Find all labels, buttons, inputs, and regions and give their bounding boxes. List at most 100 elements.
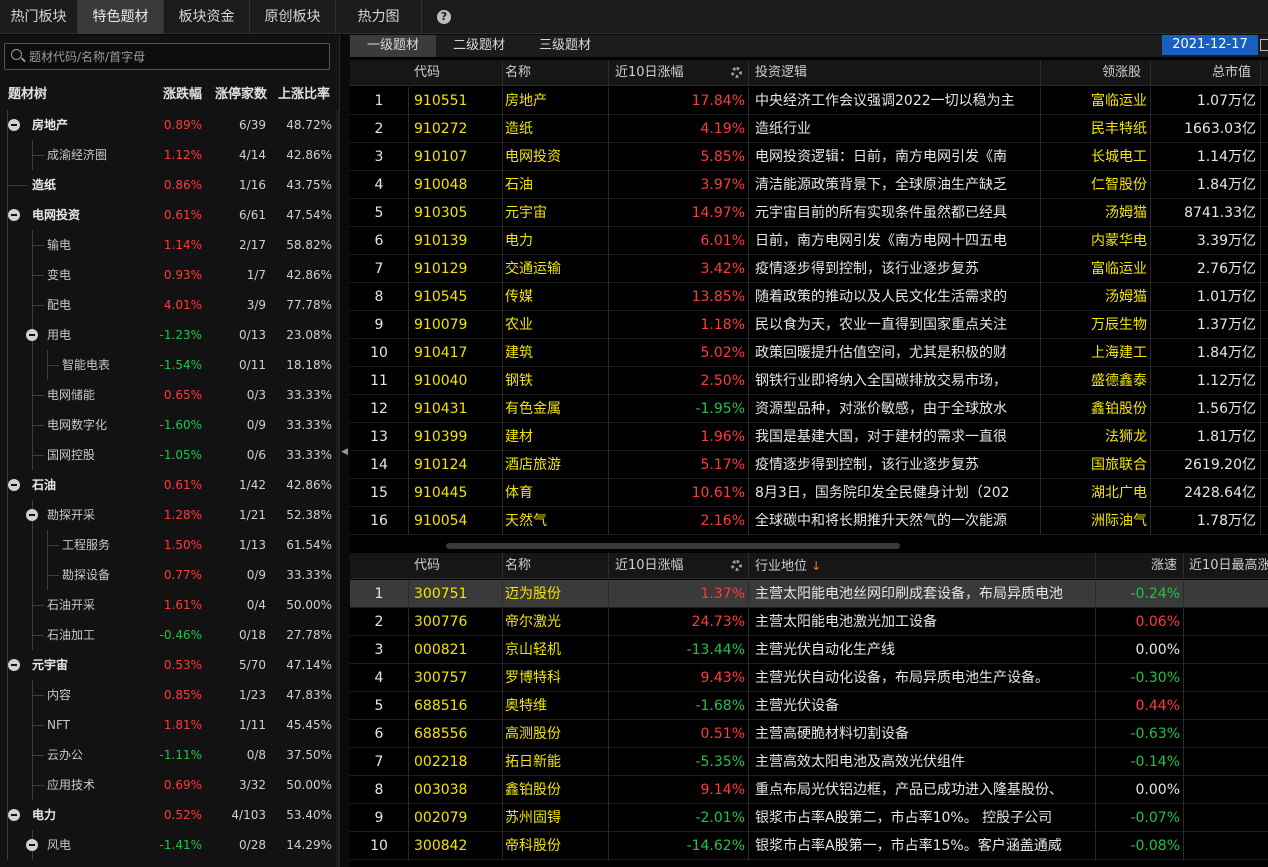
row-index: 14 [370,457,388,473]
tree-header-ratio[interactable]: 上涨比率 [278,87,331,102]
tree-row[interactable]: 石油开采 1.61% 0/4 50.00% [0,590,336,620]
tree-row[interactable]: 配电 4.01% 3/9 77.78% [0,290,336,320]
col-chg10[interactable]: 近10日涨幅 [615,558,684,573]
tree-collapse-icon[interactable] [8,119,20,131]
tree-header-change[interactable]: 涨跌幅 [163,87,203,102]
calendar-icon[interactable] [1260,39,1268,51]
table-row[interactable]: 11 910040 钢铁 2.50% 钢铁行业即将纳入全国碳排放交易市场， 盛德鑫泰 1.1… [350,367,1268,395]
col-code[interactable]: 代码 [414,558,441,573]
tree-row[interactable]: 勘探开采 1.28% 1/21 52.38% [0,500,336,530]
tree-row[interactable]: 内容 0.85% 1/23 47.83% [0,680,336,710]
table-row[interactable]: 8 910545 传媒 13.85% 随着政策的推动以及人民文化生活需求的 汤姆猫 1.01… [350,283,1268,311]
table-row[interactable]: 6 688556 高测股份 0.51% 主营高硬脆材料切割设备 -0.63% [350,720,1268,748]
col-high10[interactable]: 近10日最高涨 [1189,558,1268,573]
tree-collapse-icon[interactable] [8,809,20,821]
table-row[interactable]: 2 300776 帝尔激光 24.73% 主营太阳能电池激光加工设备 0.06% [350,608,1268,636]
table-row[interactable]: 3 910107 电网投资 5.85% 电网投资逻辑：日前，南方电网引发《南 长城电工 1.… [350,143,1268,171]
table-row[interactable]: 4 910048 石油 3.97% 清洁能源政策背景下，全球原油生产缺乏 仁智股份 1.84… [350,171,1268,199]
tree-row[interactable]: 云办公 -1.11% 0/8 37.50% [0,740,336,770]
tree-row[interactable]: 电网储能 0.65% 0/3 33.33% [0,380,336,410]
tab-original-sectors[interactable]: 原创板块 [250,0,336,34]
table-row[interactable]: 3 000821 京山轻机 -13.44% 主营光伏自动化生产线 0.00% [350,636,1268,664]
tree-row[interactable]: 石油加工 -0.46% 0/18 27.78% [0,620,336,650]
col-leader[interactable]: 领涨股 [1102,65,1142,80]
question-circle-icon[interactable]: ? [437,10,451,24]
table-row[interactable]: 5 910305 元宇宙 14.97% 元宇宙目前的所有实现条件虽然都已经具 汤姆猫 874… [350,199,1268,227]
search-input[interactable] [29,46,319,67]
tree-row[interactable]: 电网投资 0.61% 6/61 47.54% [0,200,336,230]
col-logic[interactable]: 投资逻辑 [755,65,808,80]
table-row[interactable]: 9 910079 农业 1.18% 民以食为天，农业一直得到国家重点关注 万辰生物 1.37… [350,311,1268,339]
col-divider [748,664,749,692]
row-index: 13 [370,429,388,445]
tree-row[interactable]: 石油 0.61% 1/42 42.86% [0,470,336,500]
col-name[interactable]: 名称 [505,558,532,573]
table-row[interactable]: 10 300842 帝科股份 -14.62% 银浆市占率A股第一，市占率15%。客户涵盖… [350,832,1268,860]
table-row[interactable]: 7 910129 交通运输 3.42% 疫情逐步得到控制，该行业逐步复苏 富临运业 2.76… [350,255,1268,283]
collapse-panel-arrow-icon[interactable]: ◀ [341,447,348,457]
settings-gear-icon[interactable] [731,67,742,78]
col-position[interactable]: 行业地位 ↓ [755,553,821,579]
col-mktcap[interactable]: 总市值 [1212,65,1252,80]
table-row[interactable]: 9 002079 苏州固锝 -2.01% 银浆市占率A股第二，市占率10%。 控股子公司… [350,804,1268,832]
tab-level-3[interactable]: 三级题材 [538,38,591,53]
tree-row[interactable]: 电网数字化 -1.60% 0/9 33.33% [0,410,336,440]
col-name[interactable]: 名称 [505,65,532,80]
table-row[interactable]: 14 910124 酒店旅游 5.17% 疫情逐步得到控制，该行业逐步复苏 国旅联合 261… [350,451,1268,479]
col-divider [408,692,409,720]
tree-row[interactable]: 输电 1.14% 2/17 58.82% [0,230,336,260]
tree-row[interactable]: 勘探设备 0.77% 0/9 33.33% [0,560,336,590]
table-row[interactable]: 6 910139 电力 6.01% 日前，南方电网引发《南方电网十四五电 内蒙华电 3.39… [350,227,1268,255]
col-divider [1095,776,1096,804]
table-row[interactable]: 15 910445 体育 10.61% 8月3日，国务院印发全民健身计划（202 湖北广电… [350,479,1268,507]
tree-row[interactable]: 国网控股 -1.05% 0/6 33.33% [0,440,336,470]
tree-row[interactable]: 成渝经济圈 1.12% 4/14 42.86% [0,140,336,170]
table-row[interactable]: 13 910399 建材 1.96% 我国是基建大国，对于建材的需求一直很 法狮龙 1.81… [350,423,1268,451]
tab-level-2[interactable]: 二级题材 [452,38,505,53]
table-row[interactable]: 7 002218 拓日新能 -5.35% 主营高效太阳电池及高效光伏组件 -0.14% [350,748,1268,776]
tree-row[interactable]: 变电 0.93% 1/7 42.86% [0,260,336,290]
table-row[interactable]: 10 910417 建筑 5.02% 政策回暖提升估值空间，尤其是积极的财 上海建工 1.8… [350,339,1268,367]
tree-row[interactable]: NFT 1.81% 1/11 45.45% [0,710,336,740]
table-row[interactable]: 2 910272 造纸 4.19% 造纸行业 民丰特纸 1663.03亿 [350,115,1268,143]
tab-level-1[interactable]: 一级题材 [350,35,436,57]
tree-header-name[interactable]: 题材树 [8,87,48,102]
tree-collapse-icon[interactable] [8,479,20,491]
sort-down-arrow-icon[interactable]: ↓ [811,559,822,573]
tree-collapse-icon[interactable] [26,329,38,341]
tree-row[interactable]: 应用技术 0.69% 3/32 50.00% [0,770,336,800]
tab-sector-funds[interactable]: 板块资金 [164,0,250,34]
table-row[interactable]: 5 688516 奥特维 -1.68% 主营光伏设备 0.44% [350,692,1268,720]
tree-node-label: 用电 [47,328,72,342]
tree-collapse-icon[interactable] [26,839,38,851]
tab-featured-themes[interactable]: 特色题材 [78,0,164,34]
tree-collapse-icon[interactable] [26,509,38,521]
table-row[interactable]: 8 003038 鑫铂股份 9.14% 重点布局光伏铝边框，产品已成功进入隆基股份、 0.… [350,776,1268,804]
tree-row[interactable]: 风电 -1.41% 0/28 14.29% [0,830,336,860]
col-chg10[interactable]: 近10日涨幅 [615,65,684,80]
tree-header-limit[interactable]: 涨停家数 [215,87,268,102]
date-picker[interactable]: 2021-12-17 [1162,35,1258,55]
tree-scrollbar[interactable] [336,110,339,867]
table-row[interactable]: 16 910054 天然气 2.16% 全球碳中和将长期推升天然气的一次能源 洲际油气 1.… [350,507,1268,535]
table-row[interactable]: 1 910551 房地产 17.84% 中央经济工作会议强调2022一切以稳为主 富临运业… [350,87,1268,115]
tree-row[interactable]: 用电 -1.23% 0/13 23.08% [0,320,336,350]
tree-row[interactable]: 智能电表 -1.54% 0/11 18.18% [0,350,336,380]
tree-row[interactable]: 电力 0.52% 4/103 53.40% [0,800,336,830]
upper-horizontal-scrollbar[interactable] [446,543,900,549]
table-row[interactable]: 1 300751 迈为股份 1.37% 主营太阳能电池丝网印刷成套设备，布局异质电池 -0… [350,580,1268,608]
tab-heatmap[interactable]: 热力图 [336,0,422,34]
tree-collapse-icon[interactable] [8,659,20,671]
tree-row[interactable]: 造纸 0.86% 1/16 43.75% [0,170,336,200]
tree-collapse-icon[interactable] [8,209,20,221]
col-divider [1040,451,1041,479]
col-code[interactable]: 代码 [414,65,441,80]
tree-row[interactable]: 房地产 0.89% 6/39 48.72% [0,110,336,140]
table-row[interactable]: 4 300757 罗博特科 9.43% 主营光伏自动化设备，布局异质电池生产设备。 -0.… [350,664,1268,692]
tree-row[interactable]: 工程服务 1.50% 1/13 61.54% [0,530,336,560]
settings-gear-icon[interactable] [731,560,742,571]
col-speed[interactable]: 涨速 [1151,558,1178,573]
tab-hot-sectors[interactable]: 热门板块 [0,0,78,34]
tree-row[interactable]: 元宇宙 0.53% 5/70 47.14% [0,650,336,680]
table-row[interactable]: 12 910431 有色金属 -1.95% 资源型品种，对涨价敏感，由于全球放水 鑫铂股份… [350,395,1268,423]
